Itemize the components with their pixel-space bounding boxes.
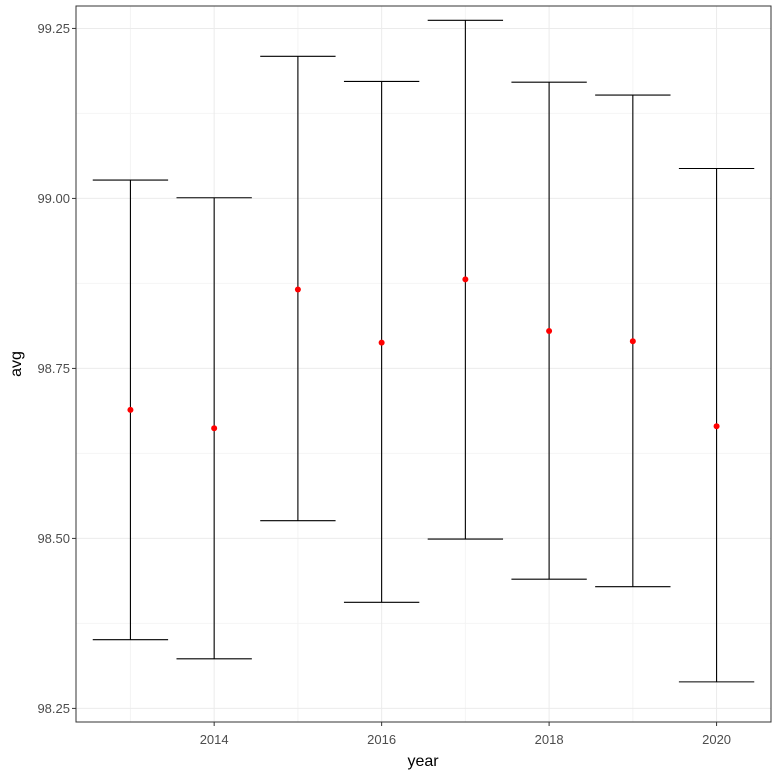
- data-point-2013: [127, 406, 134, 413]
- plot-panel: [76, 6, 771, 722]
- data-point-2014: [211, 425, 218, 432]
- y-tick-label: 99.25: [37, 21, 70, 36]
- y-axis-title: avg: [8, 351, 25, 377]
- x-axis: 2014 2016 2018 2020: [200, 722, 731, 747]
- data-point-2015: [294, 286, 301, 293]
- y-tick-label: 98.50: [37, 531, 70, 546]
- x-axis-title: year: [407, 753, 439, 770]
- x-tick-label: 2018: [535, 732, 564, 747]
- y-axis: 98.25 98.50 98.75 99.00 99.25: [37, 21, 76, 716]
- data-point-2020: [713, 423, 720, 430]
- x-tick-label: 2020: [702, 732, 731, 747]
- panel-border: [75, 5, 772, 723]
- data-point-2018: [546, 328, 553, 335]
- x-tick-label: 2016: [367, 732, 396, 747]
- data-point-2019: [629, 338, 636, 345]
- y-tick-label: 98.25: [37, 701, 70, 716]
- data-point-2016: [378, 339, 385, 346]
- x-tick-label: 2014: [200, 732, 229, 747]
- data-point-2017: [462, 276, 469, 283]
- data-marks: [92, 19, 755, 683]
- y-tick-label: 99.00: [37, 191, 70, 206]
- y-tick-label: 98.75: [37, 361, 70, 376]
